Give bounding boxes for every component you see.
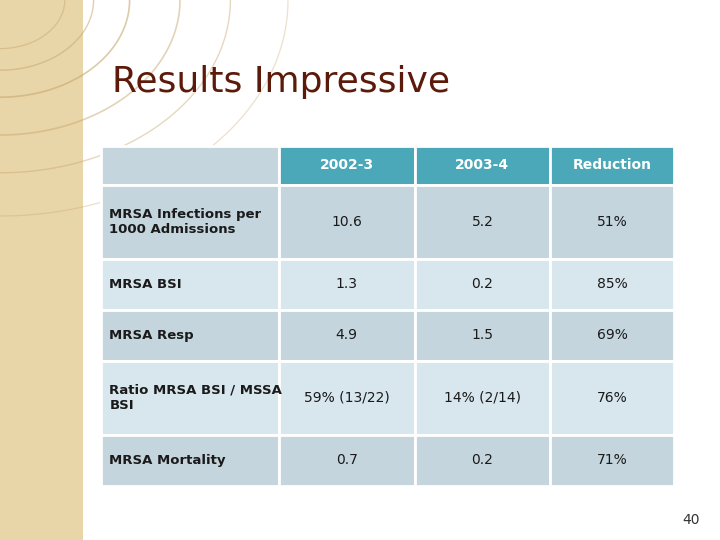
Bar xyxy=(415,435,550,486)
Text: MRSA Mortality: MRSA Mortality xyxy=(109,454,226,467)
Bar xyxy=(101,259,279,310)
Bar xyxy=(550,185,674,259)
Text: 76%: 76% xyxy=(597,391,628,405)
Text: 51%: 51% xyxy=(597,215,628,229)
Text: 0.7: 0.7 xyxy=(336,454,358,468)
Bar xyxy=(415,310,550,361)
Bar xyxy=(279,361,415,435)
Bar xyxy=(101,435,279,486)
Bar xyxy=(101,361,279,435)
Text: 0.2: 0.2 xyxy=(472,277,493,291)
Bar xyxy=(550,146,674,185)
Bar xyxy=(550,361,674,435)
Bar xyxy=(279,185,415,259)
Text: 40: 40 xyxy=(683,512,700,526)
Bar xyxy=(279,146,415,185)
Text: 2002-3: 2002-3 xyxy=(320,158,374,172)
Bar xyxy=(101,146,279,185)
Text: 14% (2/14): 14% (2/14) xyxy=(444,391,521,405)
Bar xyxy=(550,435,674,486)
Text: MRSA BSI: MRSA BSI xyxy=(109,278,182,291)
Bar xyxy=(550,259,674,310)
Text: 1.5: 1.5 xyxy=(472,328,493,342)
Bar xyxy=(101,310,279,361)
Text: Reduction: Reduction xyxy=(572,158,652,172)
Text: 0.2: 0.2 xyxy=(472,454,493,468)
Text: Ratio MRSA BSI / MSSA
BSI: Ratio MRSA BSI / MSSA BSI xyxy=(109,384,282,412)
Bar xyxy=(279,259,415,310)
Text: 71%: 71% xyxy=(597,454,628,468)
Text: 1.3: 1.3 xyxy=(336,277,358,291)
Bar xyxy=(415,146,550,185)
Text: 10.6: 10.6 xyxy=(331,215,362,229)
Text: 59% (13/22): 59% (13/22) xyxy=(304,391,390,405)
Text: 69%: 69% xyxy=(597,328,628,342)
Bar xyxy=(415,185,550,259)
Text: Results Impressive: Results Impressive xyxy=(112,65,449,99)
Text: MRSA Infections per
1000 Admissions: MRSA Infections per 1000 Admissions xyxy=(109,208,261,235)
Bar xyxy=(415,361,550,435)
Text: 2003-4: 2003-4 xyxy=(455,158,510,172)
Bar xyxy=(279,435,415,486)
Bar xyxy=(0,0,83,540)
Bar xyxy=(279,310,415,361)
Text: 5.2: 5.2 xyxy=(472,215,493,229)
Text: 85%: 85% xyxy=(597,277,628,291)
Bar xyxy=(415,259,550,310)
Text: MRSA Resp: MRSA Resp xyxy=(109,329,194,342)
Bar xyxy=(101,185,279,259)
Text: 4.9: 4.9 xyxy=(336,328,358,342)
Bar xyxy=(550,310,674,361)
